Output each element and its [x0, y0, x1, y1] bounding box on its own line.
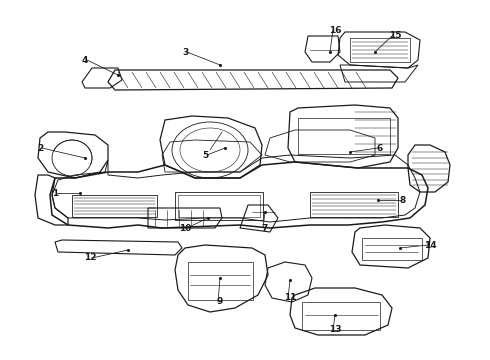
Text: 2: 2 — [37, 144, 43, 153]
Bar — [298, 118, 390, 154]
Text: 15: 15 — [389, 31, 401, 40]
Text: 4: 4 — [82, 55, 88, 64]
Bar — [72, 195, 157, 217]
Text: 16: 16 — [329, 26, 341, 35]
Text: 5: 5 — [202, 150, 208, 159]
Text: 9: 9 — [217, 297, 223, 306]
Text: 3: 3 — [182, 48, 188, 57]
Text: 6: 6 — [377, 144, 383, 153]
Text: 1: 1 — [52, 189, 58, 198]
Text: 11: 11 — [284, 293, 296, 302]
Text: 8: 8 — [400, 195, 406, 204]
Text: 7: 7 — [262, 224, 268, 233]
Bar — [175, 192, 263, 220]
Bar — [362, 238, 422, 260]
Text: 13: 13 — [329, 325, 341, 334]
Text: 10: 10 — [179, 224, 191, 233]
Bar — [350, 38, 410, 62]
Text: 12: 12 — [84, 253, 96, 262]
Bar — [302, 302, 380, 330]
Text: 14: 14 — [424, 240, 436, 249]
Bar — [188, 262, 253, 300]
Bar — [310, 192, 398, 217]
Bar — [178, 195, 260, 217]
